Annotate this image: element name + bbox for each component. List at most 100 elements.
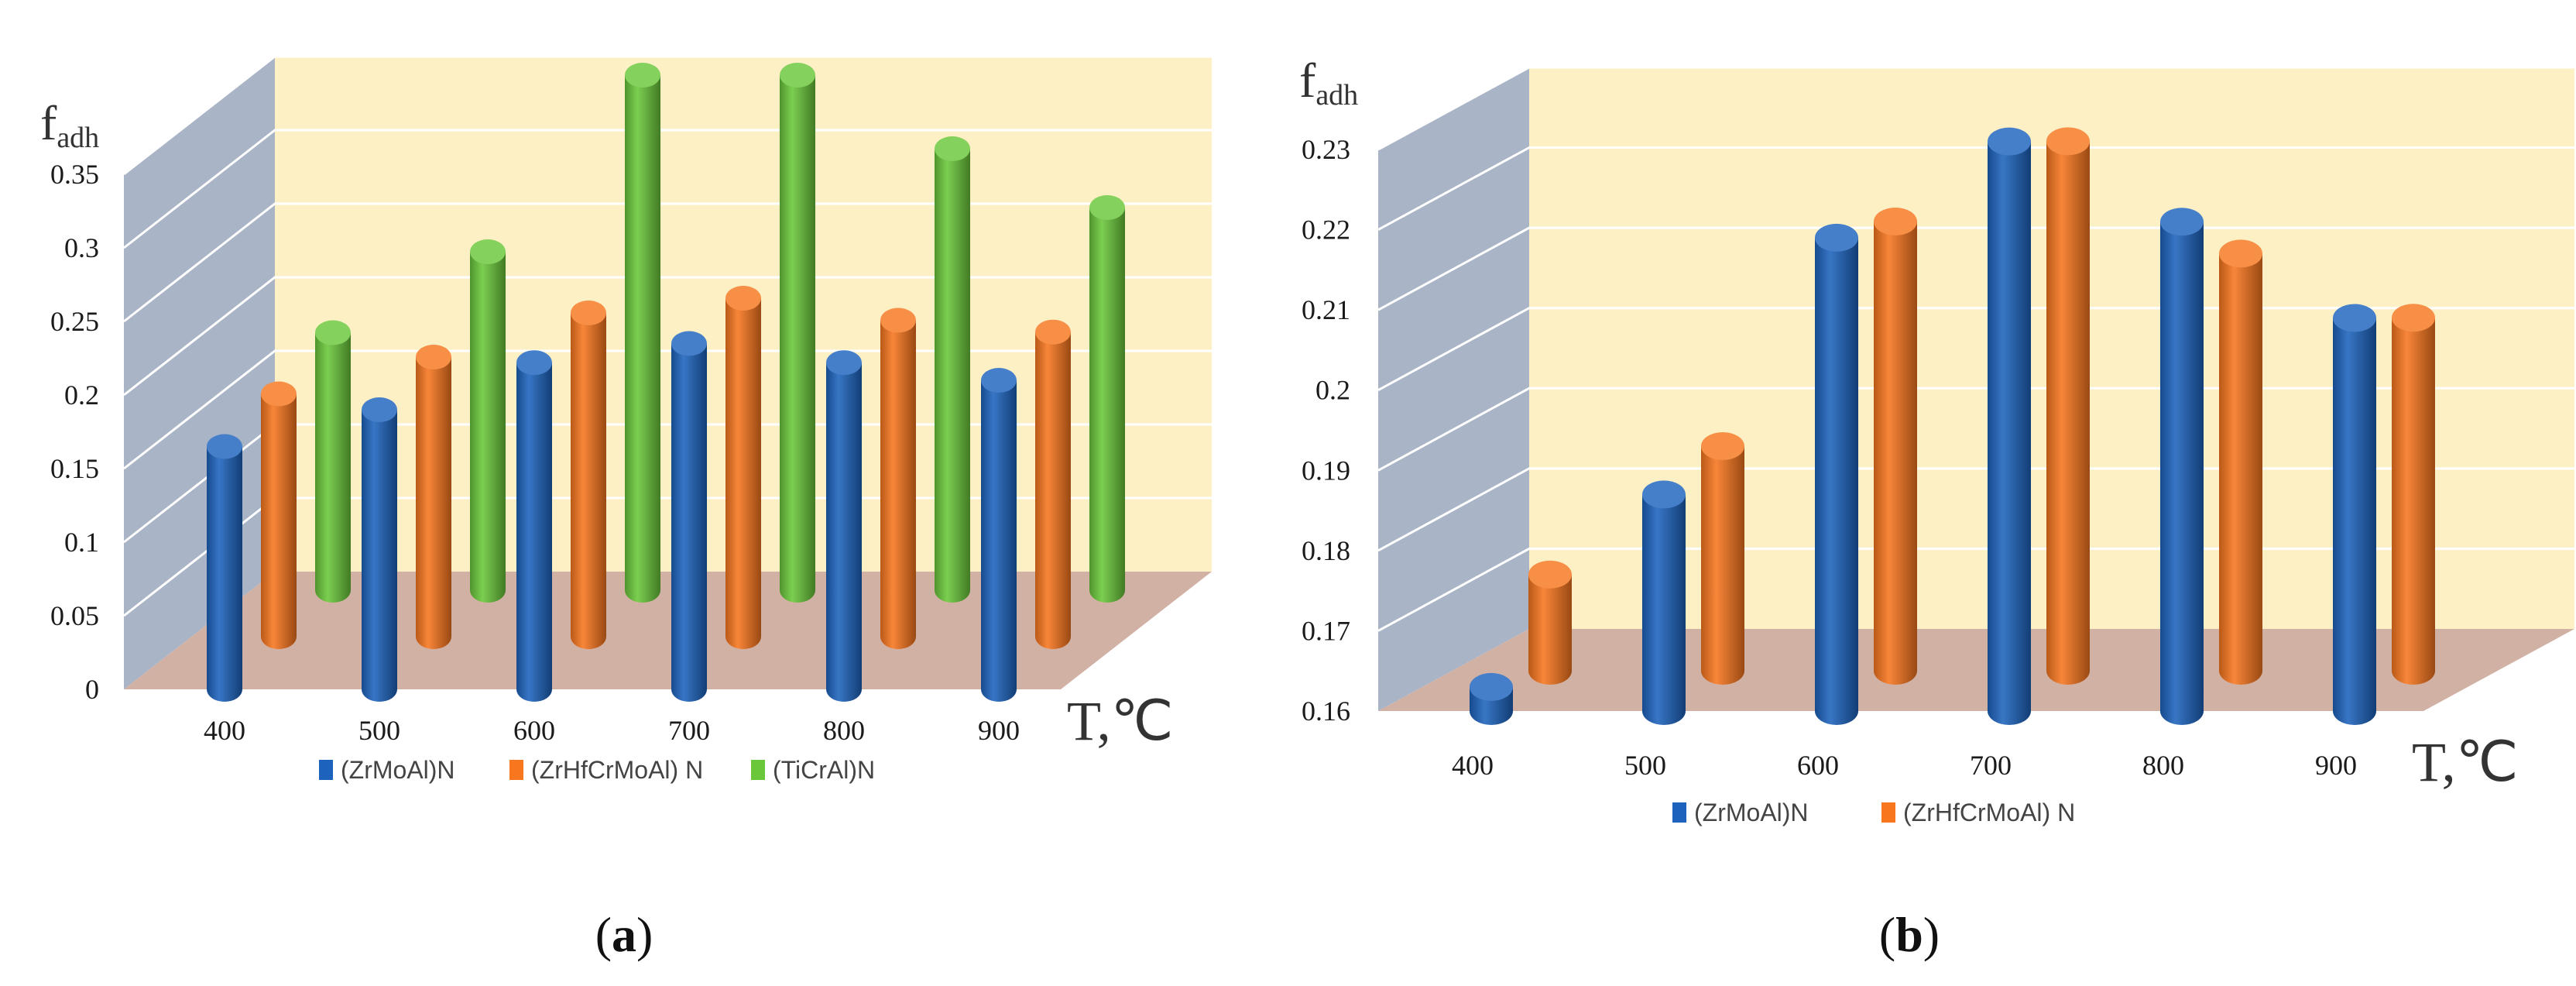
- x-tick-label: 900: [2315, 750, 2357, 781]
- bar-b-800-series-0: [2160, 208, 2204, 725]
- bar-top: [1815, 223, 1858, 252]
- gridline: [123, 129, 1212, 249]
- x-tick-label: 500: [358, 715, 400, 746]
- bar-a-600-series-1: [571, 301, 606, 649]
- bar-body: [1701, 446, 1744, 685]
- x-axis-label: T,℃: [2412, 731, 2519, 793]
- bar-top: [2219, 239, 2262, 268]
- x-tick-label: 400: [204, 715, 245, 746]
- bar-top: [315, 320, 351, 345]
- y-tick-label: 0.3: [64, 232, 99, 263]
- bar-body: [2160, 222, 2204, 725]
- bar-top: [416, 345, 451, 369]
- chart-panel-a: 0 0.05 0.1 0.15 0.2 0.25 0.3 0.35 fadh 400 500 600 7…: [40, 55, 1212, 962]
- y-axis-label: fadh: [1299, 53, 1358, 112]
- y-tick-label: 0.2: [64, 380, 99, 411]
- y-tick-label: 0.2: [1315, 375, 1350, 406]
- bar-a-400-series-1: [261, 381, 297, 649]
- caption-letter: a: [612, 907, 636, 962]
- bar-top: [207, 434, 242, 459]
- bar-b-700-series-1: [2046, 127, 2090, 685]
- bar-body: [261, 393, 297, 649]
- gridline: [1377, 66, 2574, 151]
- bar-a-400-series-2: [315, 320, 351, 603]
- chart-b-svg: 0.16 0.17 0.18 0.19 0.2 0.21 0.22 0.23 fadh 400 50…: [1299, 53, 2574, 962]
- bar-body: [935, 149, 970, 603]
- bar-top: [1701, 432, 1744, 460]
- bar-body: [2046, 141, 2090, 685]
- bar-body: [2333, 318, 2376, 725]
- bar-body: [1988, 141, 2031, 726]
- x-tick-label: 500: [1624, 750, 1666, 781]
- bar-b-900-series-0: [2333, 304, 2376, 725]
- bar-top: [826, 350, 862, 376]
- bar-top: [362, 397, 397, 422]
- bar-top: [470, 239, 506, 264]
- side-wall: [1378, 67, 1529, 711]
- bar-body: [416, 357, 451, 649]
- y-tick-label: 0.1: [64, 527, 99, 558]
- x-tick-label: 800: [2142, 750, 2184, 781]
- bar-b-500-series-1: [1701, 432, 1744, 685]
- bar-body: [625, 75, 660, 603]
- x-axis-label: T,℃: [1067, 690, 1174, 752]
- bar-a-900-series-1: [1035, 319, 1071, 649]
- bar-a-600-series-0: [516, 350, 552, 702]
- bar-a-500-series-1: [416, 345, 451, 649]
- y-tick-label: 0: [85, 674, 99, 705]
- chart-a-svg: 0 0.05 0.1 0.15 0.2 0.25 0.3 0.35 fadh 400 500 600 7…: [40, 55, 1212, 962]
- caption-paren-close: ): [636, 907, 653, 962]
- x-tick-label: 400: [1452, 750, 1494, 781]
- bar-body: [2219, 253, 2262, 685]
- legend-swatch-0: [1672, 802, 1686, 823]
- y-tick-label: 0.05: [50, 600, 99, 631]
- y-tick-label: 0.15: [50, 453, 99, 484]
- y-axis-label-sub: adh: [57, 122, 99, 154]
- bar-body: [1528, 574, 1572, 685]
- bar-top: [1528, 560, 1572, 589]
- bar-b-500-series-0: [1642, 480, 1686, 725]
- bar-top: [1988, 127, 2031, 156]
- bar-top: [1089, 195, 1125, 220]
- y-axis-label-sub: adh: [1315, 79, 1358, 112]
- gridline: [123, 276, 1212, 397]
- y-tick-label: 0.21: [1302, 294, 1350, 325]
- bar-body: [1035, 332, 1071, 649]
- bar-a-400-series-0: [207, 434, 242, 702]
- bar-body: [516, 362, 552, 702]
- bar-b-400-series-1: [1528, 560, 1572, 685]
- panel-caption: (b): [1879, 907, 1940, 962]
- bar-top: [2392, 304, 2435, 332]
- bar-a-600-series-2: [625, 63, 660, 603]
- legend-label-1: (ZrHfCrMoAl) N: [531, 756, 703, 784]
- x-tick-label: 700: [1970, 750, 2012, 781]
- y-tick-label: 0.23: [1302, 134, 1350, 165]
- y-axis-label: fadh: [40, 95, 99, 154]
- bar-b-600-series-1: [1874, 208, 1917, 685]
- legend-label-0: (ZrMoAl)N: [1694, 799, 1809, 826]
- bar-a-500-series-0: [362, 397, 397, 702]
- bar-top: [2046, 127, 2090, 156]
- legend-swatch-1: [1881, 802, 1895, 823]
- bar-top: [671, 331, 707, 356]
- legend: (ZrMoAl)N (ZrHfCrMoAl) N: [1672, 799, 2075, 826]
- bar-body: [1642, 494, 1686, 725]
- bar-top: [1642, 480, 1686, 509]
- x-tick-label: 900: [978, 715, 1020, 746]
- bar-top: [2160, 208, 2204, 236]
- bar-body: [780, 75, 815, 603]
- bar-top: [625, 63, 660, 88]
- bar-b-600-series-0: [1815, 223, 1858, 725]
- legend-label-0: (ZrMoAl)N: [341, 756, 455, 784]
- bar-a-700-series-0: [671, 331, 707, 702]
- bar-a-700-series-1: [725, 286, 761, 649]
- gridline: [1377, 226, 2574, 311]
- bar-a-800-series-0: [826, 350, 862, 702]
- gridline: [123, 202, 1212, 323]
- bar-body: [362, 410, 397, 702]
- bar-top: [1874, 208, 1917, 235]
- x-tick-label: 700: [668, 715, 710, 746]
- y-tick-label: 0.19: [1302, 455, 1350, 486]
- gridline: [1377, 146, 2574, 231]
- y-tick-label: 0.35: [50, 159, 99, 190]
